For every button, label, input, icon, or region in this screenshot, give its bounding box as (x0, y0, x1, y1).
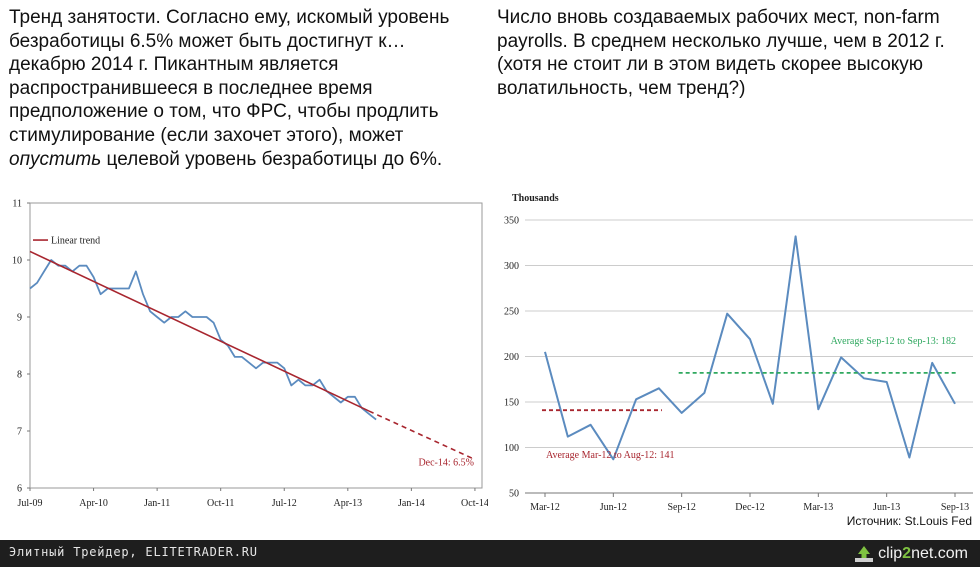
y-tick-label: 7 (17, 427, 22, 438)
x-tick-label: Jul-12 (272, 498, 297, 509)
x-tick-label: Jun-12 (600, 502, 627, 513)
payrolls-series-line (544, 235, 956, 461)
unemployment-series-line (29, 259, 377, 421)
legend-trend-label: Linear trend (51, 236, 100, 247)
x-tick-label: Jun-13 (873, 502, 900, 513)
x-tick-label: Jan-14 (398, 498, 425, 509)
x-tick-label: Mar-13 (803, 502, 833, 513)
unemployment-chart: 6 7 8 9 10 11 Jul-09 Apr-10 Jan-11 Oct-11 Jul-12 Ap… (12, 199, 488, 510)
y-tick-label: 200 (504, 352, 519, 363)
brand-text: clip2net.com (878, 545, 968, 563)
average-label: Average Sep-12 to Sep-13: 182 (831, 336, 956, 347)
x-tick-label: Oct-11 (207, 498, 234, 509)
brand-name: clip2net.com (878, 544, 968, 562)
left-commentary: Тренд занятости. Согласно ему, искомый у… (9, 6, 484, 171)
trend-projection-line (368, 410, 476, 461)
left-commentary-start: Тренд занятости. Согласно ему, искомый у… (9, 7, 450, 146)
x-tick-label: Jan-11 (144, 498, 170, 509)
y-tick-label: 9 (17, 313, 22, 324)
y-tick-label: 8 (17, 370, 22, 381)
x-tick-label: Sep-13 (941, 502, 969, 513)
plot-frame (29, 202, 483, 489)
x-tick-label: Dec-12 (735, 502, 764, 513)
x-tick-label: Apr-13 (333, 498, 362, 509)
footer-site-text: Элитный Трейдер, ELITETRADER.RU (9, 545, 258, 559)
arrow-up-icon (855, 545, 874, 562)
average-label: Average Mar-12 to Aug-12: 141 (546, 450, 674, 461)
y-tick-label: 300 (504, 261, 519, 272)
x-tick-label: Sep-12 (667, 502, 695, 513)
y-tick-label: 250 (504, 307, 519, 318)
y-tick-label: 350 (504, 216, 519, 227)
linear-trend-line (29, 250, 370, 412)
x-tick-label: Jul-09 (18, 498, 43, 509)
x-tick-label: Apr-10 (79, 498, 108, 509)
y-axis-title: Thousands (512, 193, 559, 204)
y-tick-label: 11 (12, 199, 22, 210)
trend-end-annotation: Dec-14: 6.5% (418, 458, 474, 469)
x-tick-label: Oct-14 (461, 498, 488, 509)
left-commentary-emphasis: опустить (9, 148, 102, 170)
brand-accent: 2 (902, 544, 912, 562)
x-tick-label: Mar-12 (530, 502, 560, 513)
y-tick-label: 10 (12, 256, 22, 267)
source-note: Источник: St.Louis Fed (846, 514, 972, 528)
y-tick-label: 6 (17, 484, 22, 495)
footer-bar: Элитный Трейдер, ELITETRADER.RU clip2net… (0, 540, 980, 567)
brand-badge[interactable]: clip2net.com (854, 543, 968, 564)
y-tick-label: 100 (504, 443, 519, 454)
y-tick-label: 50 (509, 489, 519, 500)
left-commentary-end: целевой уровень безработицы до 6%. (101, 148, 443, 170)
right-commentary: Число вновь создаваемых рабочих мест, no… (497, 7, 945, 99)
payrolls-chart: 50 100 150 200 250 300 350 Thousands Mar-12 Jun-1… (504, 193, 973, 513)
y-tick-label: 150 (504, 398, 519, 409)
